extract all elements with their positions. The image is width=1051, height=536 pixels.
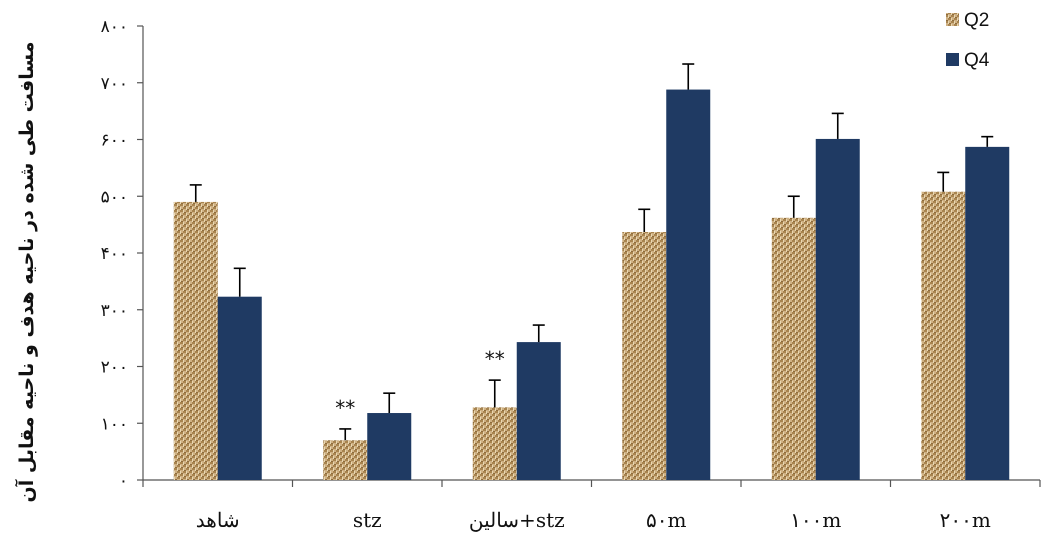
bar-q2 [622,232,667,480]
category-label: stz [353,508,382,532]
x-axis [142,479,1041,487]
significance-mark: ** [485,347,505,371]
legend-label-q4: Q4 [964,50,990,71]
legend-swatch-q2 [946,13,959,26]
error-bars [189,63,994,441]
significance-mark: ** [335,396,355,420]
bar-q2 [921,191,966,480]
bars [173,89,1010,481]
y-tick-label: ۲۰۰ [101,358,128,378]
y-tick-label: ۶۰۰ [101,131,128,151]
y-axis: ۰ ۱۰۰ ۲۰۰ ۳۰۰ ۴۰۰ ۵۰۰ ۶۰۰ ۷۰۰ ۸۰۰ [101,17,144,491]
bar-q2 [472,407,517,480]
y-tick-label: ۴۰۰ [101,244,128,264]
bar-q4 [815,138,860,480]
bar-q4 [516,342,561,480]
category-label: ۵۰m [646,508,686,532]
legend-swatch-q4 [946,53,959,66]
legend-label-q2: Q2 [964,10,989,31]
bar-q2 [173,201,218,481]
y-tick-label: ۳۰۰ [101,301,128,321]
y-ticks: ۰ ۱۰۰ ۲۰۰ ۳۰۰ ۴۰۰ ۵۰۰ ۶۰۰ ۷۰۰ ۸۰۰ [101,17,143,491]
annotations: ** ** [335,347,505,420]
y-tick-label: ۰ [119,471,128,491]
bar-q2 [323,440,368,480]
category-label: ۱۰۰m [790,508,841,532]
y-tick-label: ۷۰۰ [101,74,128,94]
bar-q4 [367,413,412,480]
y-tick-label: ۵۰۰ [101,187,128,207]
bar-q4 [965,146,1010,480]
y-axis-label: مسافت طی شده در ناحیه هدف و ناحیه مقابل … [14,42,38,503]
y-tick-label: ۱۰۰ [101,414,128,434]
bar-q4 [666,89,711,480]
category-label: stz+سالین [469,508,565,532]
bar-q2 [771,217,816,480]
x-ticks [142,480,1041,487]
category-label: شاهد [196,508,240,532]
y-tick-label: ۸۰۰ [101,17,128,37]
category-label: ۲۰۰m [940,508,991,532]
legend: Q2 Q4 [946,10,990,71]
bar-q4 [217,296,262,480]
category-labels: شاهد stz stz+سالین ۵۰m ۱۰۰m ۲۰۰m [196,508,991,532]
